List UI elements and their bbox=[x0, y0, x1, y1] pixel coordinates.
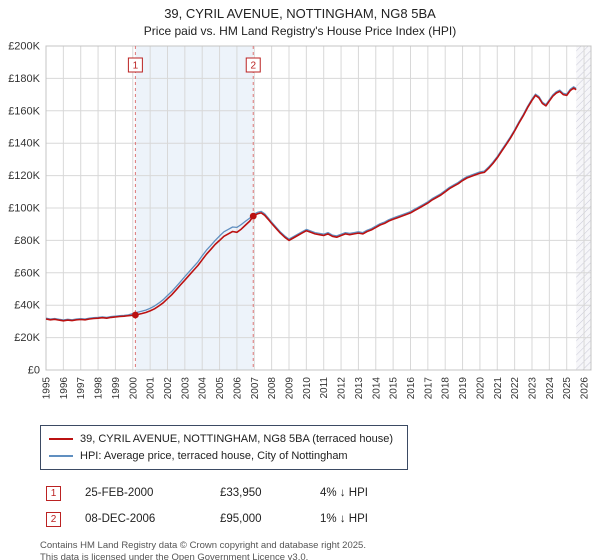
svg-text:£140K: £140K bbox=[8, 138, 40, 150]
hpi-line-swatch bbox=[49, 454, 73, 457]
sale-1-date: 25-FEB-2000 bbox=[85, 487, 154, 499]
svg-text:£20K: £20K bbox=[14, 332, 40, 344]
svg-text:1999: 1999 bbox=[111, 377, 122, 400]
price-chart-svg: £0 £20K £40K £60K £80K £100K £120K £140K £160K £1… bbox=[8, 41, 592, 400]
svg-text:2003: 2003 bbox=[180, 377, 191, 400]
svg-text:2014: 2014 bbox=[371, 377, 382, 400]
svg-text:2026: 2026 bbox=[580, 377, 591, 400]
svg-text:1998: 1998 bbox=[94, 377, 105, 400]
sales-table: 1 25-FEB-2000 £33,950 4% ↓ HPI 2 08-DEC-… bbox=[46, 480, 600, 532]
svg-text:2007: 2007 bbox=[250, 377, 261, 400]
svg-text:2010: 2010 bbox=[302, 377, 313, 400]
sale-2-date: 08-DEC-2006 bbox=[85, 513, 156, 525]
y-axis-labels: £0 £20K £40K £60K £80K £100K £120K £140K £160K £1… bbox=[8, 41, 40, 377]
svg-text:2015: 2015 bbox=[389, 377, 400, 400]
legend-item-hpi: HPI: Average price, terraced house, City… bbox=[49, 447, 393, 464]
svg-text:2001: 2001 bbox=[146, 377, 157, 400]
property-line-swatch bbox=[49, 437, 73, 440]
svg-text:2023: 2023 bbox=[527, 377, 538, 400]
sale-2-price: £95,000 bbox=[220, 513, 262, 525]
svg-text:£200K: £200K bbox=[8, 41, 40, 53]
gridlines bbox=[45, 45, 591, 371]
license-footer: Contains HM Land Registry data © Crown c… bbox=[40, 540, 600, 560]
svg-text:£0: £0 bbox=[28, 365, 40, 377]
svg-text:2000: 2000 bbox=[128, 377, 139, 400]
svg-text:2004: 2004 bbox=[198, 377, 209, 400]
svg-text:2024: 2024 bbox=[545, 377, 556, 400]
svg-text:£40K: £40K bbox=[14, 300, 40, 312]
svg-text:1: 1 bbox=[133, 61, 139, 72]
svg-text:£100K: £100K bbox=[8, 203, 40, 215]
sale-2-badge: 2 bbox=[46, 511, 61, 527]
svg-text:£120K: £120K bbox=[8, 170, 40, 182]
legend-label-hpi: HPI: Average price, terraced house, City… bbox=[80, 449, 348, 462]
svg-text:2025: 2025 bbox=[562, 377, 573, 400]
svg-text:2021: 2021 bbox=[493, 377, 504, 400]
sale-row-1: 1 25-FEB-2000 £33,950 4% ↓ HPI bbox=[46, 480, 600, 506]
svg-text:2005: 2005 bbox=[215, 377, 226, 400]
page-title: 39, CYRIL AVENUE, NOTTINGHAM, NG8 5BA bbox=[164, 6, 436, 21]
svg-text:2006: 2006 bbox=[232, 377, 243, 400]
sale-1-flag bbox=[127, 57, 143, 73]
footer-line-2: This data is licensed under the Open Gov… bbox=[40, 552, 309, 560]
price-chart: £0 £20K £40K £60K £80K £100K £120K £140K £160K £1… bbox=[0, 40, 600, 421]
svg-text:1995: 1995 bbox=[42, 377, 53, 400]
sale-1-hpi-note: 4% ↓ HPI bbox=[320, 487, 368, 499]
plot-border bbox=[45, 45, 592, 371]
sale-1-badge: 1 bbox=[46, 485, 61, 501]
svg-text:£180K: £180K bbox=[8, 73, 40, 85]
svg-text:2012: 2012 bbox=[337, 377, 348, 400]
page-subtitle: Price paid vs. HM Land Registry's House … bbox=[143, 24, 457, 38]
svg-text:2019: 2019 bbox=[458, 377, 469, 400]
sale-1-price: £33,950 bbox=[220, 487, 262, 499]
svg-text:2002: 2002 bbox=[163, 377, 174, 400]
svg-text:2009: 2009 bbox=[284, 377, 295, 400]
svg-text:2022: 2022 bbox=[510, 377, 521, 400]
svg-text:1996: 1996 bbox=[59, 377, 70, 400]
chart-legend: 39, CYRIL AVENUE, NOTTINGHAM, NG8 5BA (t… bbox=[40, 425, 408, 470]
legend-item-property: 39, CYRIL AVENUE, NOTTINGHAM, NG8 5BA (t… bbox=[49, 430, 393, 447]
sale-2-marker bbox=[249, 212, 257, 220]
svg-text:2013: 2013 bbox=[354, 377, 365, 400]
property-price-line bbox=[45, 87, 577, 322]
legend-label-property: 39, CYRIL AVENUE, NOTTINGHAM, NG8 5BA (t… bbox=[80, 432, 393, 445]
svg-text:2016: 2016 bbox=[406, 377, 417, 400]
footer-line-1: Contains HM Land Registry data © Crown c… bbox=[40, 540, 366, 551]
svg-text:2018: 2018 bbox=[441, 377, 452, 400]
svg-text:£60K: £60K bbox=[14, 267, 40, 279]
svg-text:£80K: £80K bbox=[14, 235, 40, 247]
x-axis-labels: 1995 1996 1997 1998 1999 2000 2001 2002 2003 2004… bbox=[42, 377, 591, 400]
sale-2-hpi-note: 1% ↓ HPI bbox=[320, 513, 368, 525]
svg-text:2008: 2008 bbox=[267, 377, 278, 400]
chart-titles: 39, CYRIL AVENUE, NOTTINGHAM, NG8 5BA Pr… bbox=[0, 0, 600, 38]
sale-1-marker bbox=[131, 311, 139, 319]
sale-row-2: 2 08-DEC-2006 £95,000 1% ↓ HPI bbox=[46, 506, 600, 532]
svg-text:2011: 2011 bbox=[319, 377, 330, 399]
svg-text:1997: 1997 bbox=[76, 377, 87, 400]
svg-text:2: 2 bbox=[250, 61, 256, 72]
svg-text:2017: 2017 bbox=[423, 377, 434, 400]
hpi-line bbox=[45, 86, 577, 321]
svg-text:2020: 2020 bbox=[475, 377, 486, 400]
sale-2-flag bbox=[245, 57, 261, 73]
svg-text:£160K: £160K bbox=[8, 105, 40, 117]
